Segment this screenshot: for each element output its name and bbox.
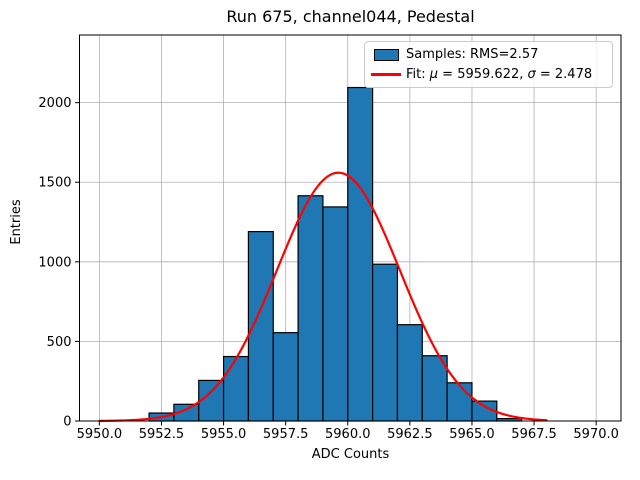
fit-label-part: = 5959.622,: [438, 67, 528, 82]
histogram-bar: [372, 263, 399, 422]
histogram-bar: [322, 206, 349, 422]
histogram-bar: [396, 324, 423, 422]
gaussian-fit-line: [98, 171, 548, 422]
samples-swatch: [371, 48, 401, 61]
fit-swatch: [371, 73, 401, 76]
x-tick-label: 5970.0: [573, 427, 619, 442]
x-axis-label: ADC Counts: [311, 447, 390, 462]
histogram-patch-icon: [373, 48, 399, 61]
x-tick-label: 5960.0: [325, 427, 371, 442]
histogram-bar: [446, 382, 473, 422]
x-tick-label: 5957.5: [263, 427, 309, 442]
x-tick-label: 5967.5: [511, 427, 557, 442]
fit-label-part: = 2.478: [535, 67, 593, 82]
legend-fit-label: Fit: μ = 5959.622, σ = 2.478: [406, 67, 592, 82]
histogram-bar: [297, 195, 324, 422]
legend-samples-label: Samples: RMS=2.57: [406, 47, 539, 62]
x-tick-label: 5950.0: [77, 427, 123, 442]
x-tick-label: 5955.0: [201, 427, 247, 442]
histogram-bar: [222, 355, 250, 422]
plot-border: [79, 34, 622, 422]
fit-line-icon: [371, 73, 401, 76]
histogram-bar: [421, 355, 448, 422]
legend-item-samples: Samples: RMS=2.57: [371, 45, 606, 64]
fit-label-mu-symbol: μ: [429, 67, 439, 82]
histogram-bar: [347, 86, 374, 422]
histogram-bar: [198, 379, 225, 422]
y-tick-label: 0: [63, 415, 71, 430]
chart-title: Run 675, channel044, Pedestal: [226, 7, 475, 26]
y-tick-label: 2000: [38, 96, 71, 111]
legend-item-fit: Fit: μ = 5959.622, σ = 2.478: [371, 65, 606, 84]
x-tick-label: 5965.0: [449, 427, 495, 442]
legend: Samples: RMS=2.57 Fit: μ = 5959.622, σ =…: [364, 41, 613, 88]
fit-label-part: Fit:: [406, 67, 430, 82]
y-tick-label: 1500: [38, 176, 71, 191]
histogram-bar: [272, 332, 299, 422]
y-tick-label: 500: [47, 335, 72, 350]
x-tick-label: 5952.5: [139, 427, 185, 442]
x-tick-label: 5962.5: [387, 427, 433, 442]
fit-label-sigma-symbol: σ: [527, 67, 536, 82]
y-tick-label: 1000: [38, 255, 71, 270]
y-axis-label: Entries: [9, 199, 24, 245]
